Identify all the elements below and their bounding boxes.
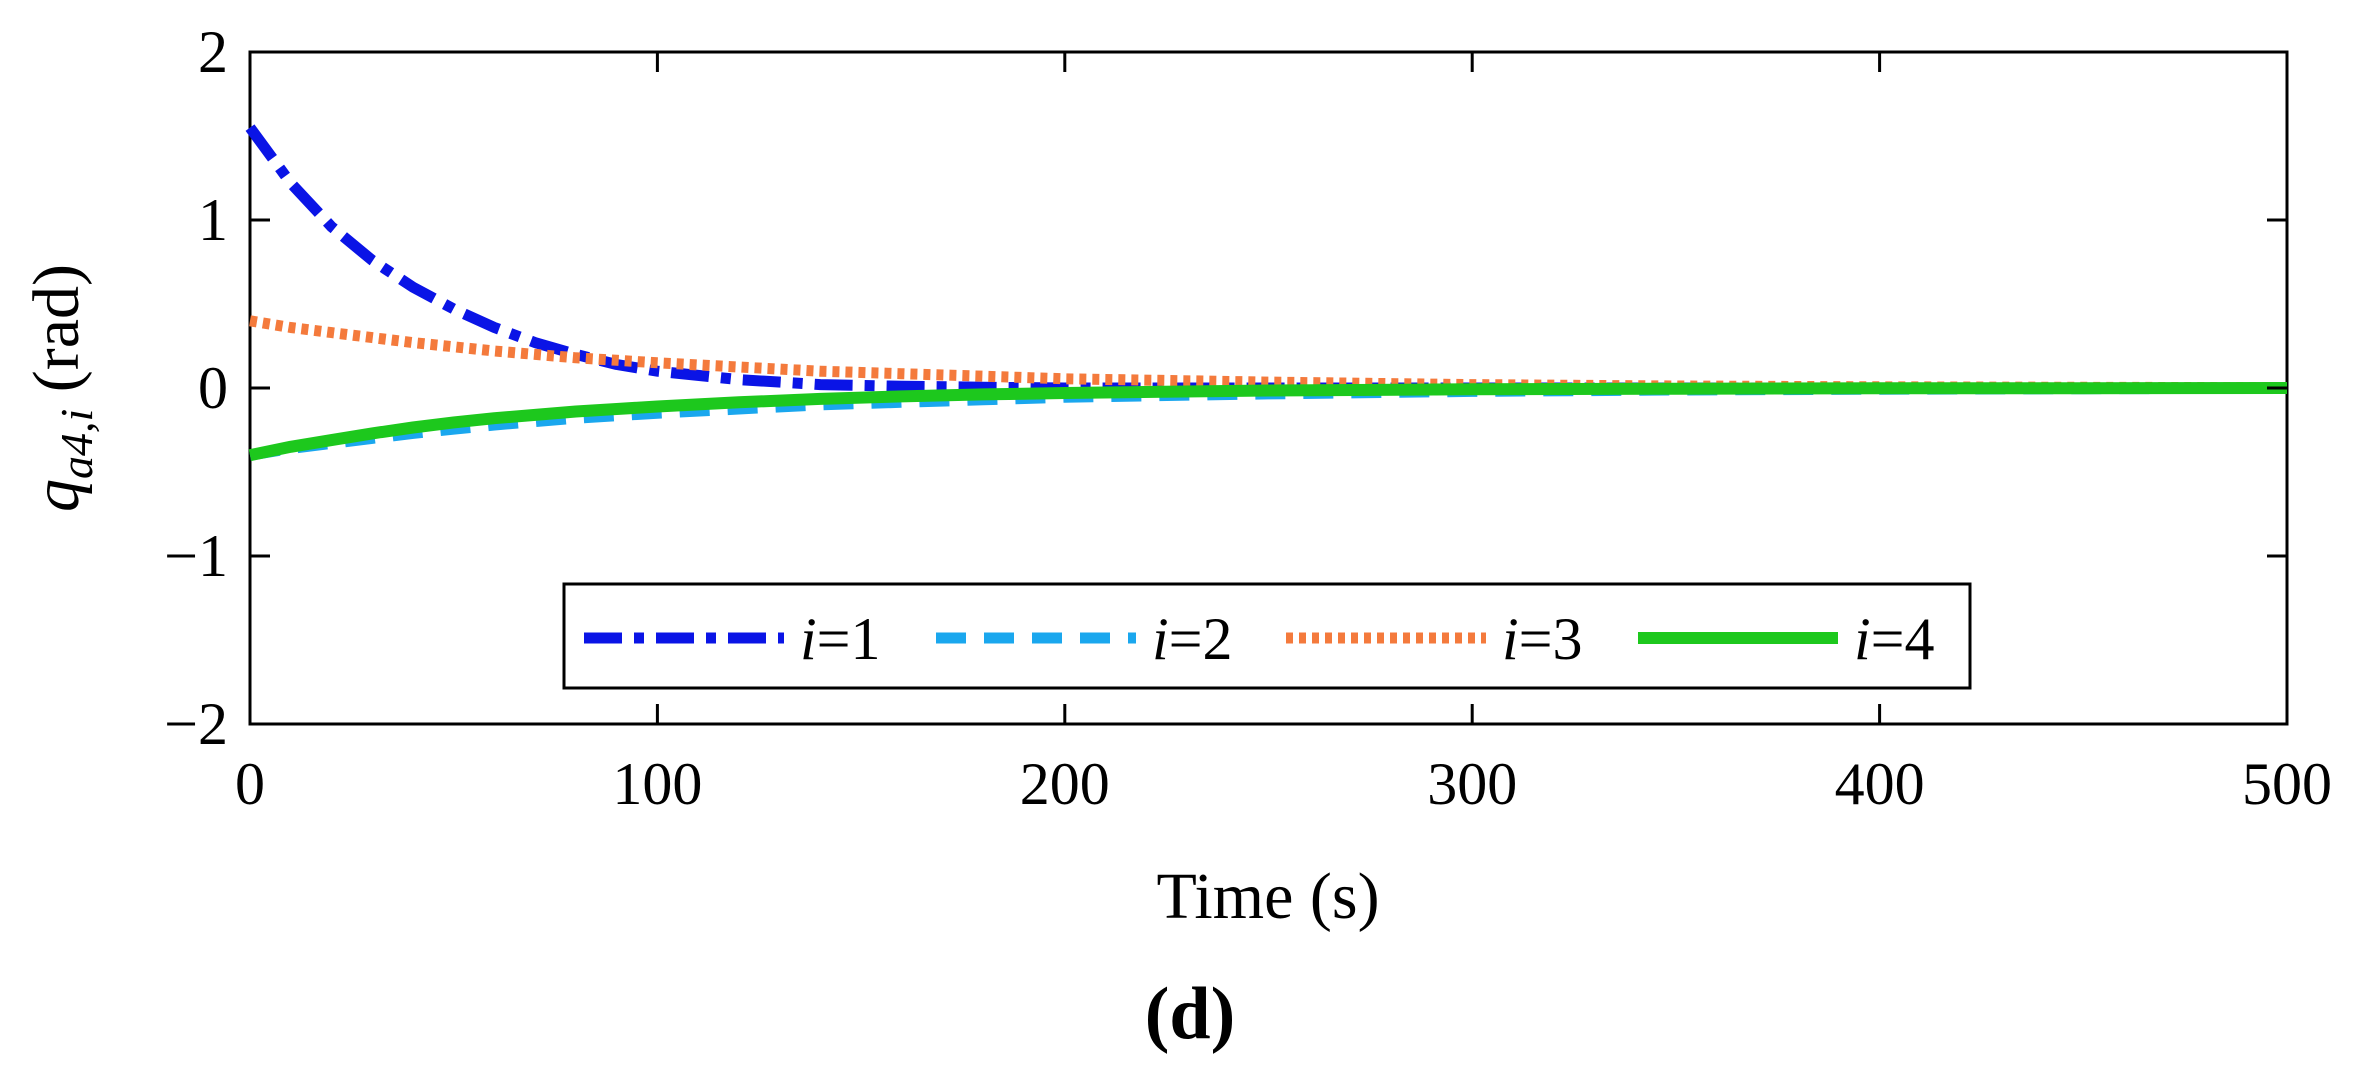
legend-label-4: i=4 <box>1854 606 1935 672</box>
legend-label-value: =1 <box>817 606 881 672</box>
tick-layer: 0 100 200 300 400 500 −2 −1 0 1 2 <box>164 19 2332 817</box>
x-axis-title: Time (s) <box>1156 860 1379 933</box>
x-tick-label-100: 100 <box>612 751 702 817</box>
series-line-3 <box>249 315 2288 394</box>
legend-label-value: =2 <box>1169 606 1233 672</box>
y-tick-label-2: 2 <box>198 19 228 85</box>
series-line-1 <box>245 124 2287 394</box>
x-tick-label-200: 200 <box>1020 751 1110 817</box>
legend-label-1: i=1 <box>800 606 881 672</box>
y-tick-label--2: −2 <box>164 691 228 757</box>
series-line-4 <box>248 382 2288 462</box>
legend: i=1 i=2 i=3 i=4 <box>562 582 1972 690</box>
y-axis-title-subscript: a4, <box>51 422 102 480</box>
legend-label-index: i <box>1854 606 1871 672</box>
legend-label-index: i <box>1152 606 1169 672</box>
legend-label-2: i=2 <box>1152 606 1233 672</box>
x-tick-label-300: 300 <box>1427 751 1517 817</box>
series-layer <box>245 124 2288 462</box>
y-tick-label-1: 1 <box>198 187 228 253</box>
y-tick-label--1: −1 <box>164 523 228 589</box>
y-tick-label-0: 0 <box>198 355 228 421</box>
y-axis-title-base: q <box>20 479 93 512</box>
legend-label-value: =4 <box>1871 606 1935 672</box>
y-axis-title-subscript-index: i <box>51 409 102 422</box>
legend-label-index: i <box>800 606 817 672</box>
legend-label-3: i=3 <box>1502 606 1583 672</box>
y-axis-title: qa4,i (rad) <box>20 264 102 512</box>
panel-label: (d) <box>1145 973 1235 1055</box>
x-tick-label-400: 400 <box>1835 751 1925 817</box>
legend-label-value: =3 <box>1519 606 1583 672</box>
series-line-2 <box>249 382 2288 461</box>
x-tick-label-0: 0 <box>235 751 265 817</box>
y-axis-title-unit: (rad) <box>20 264 93 409</box>
legend-label-index: i <box>1502 606 1519 672</box>
legend-items: i=1 i=2 i=3 i=4 <box>584 606 1935 672</box>
x-tick-label-500: 500 <box>2242 751 2332 817</box>
